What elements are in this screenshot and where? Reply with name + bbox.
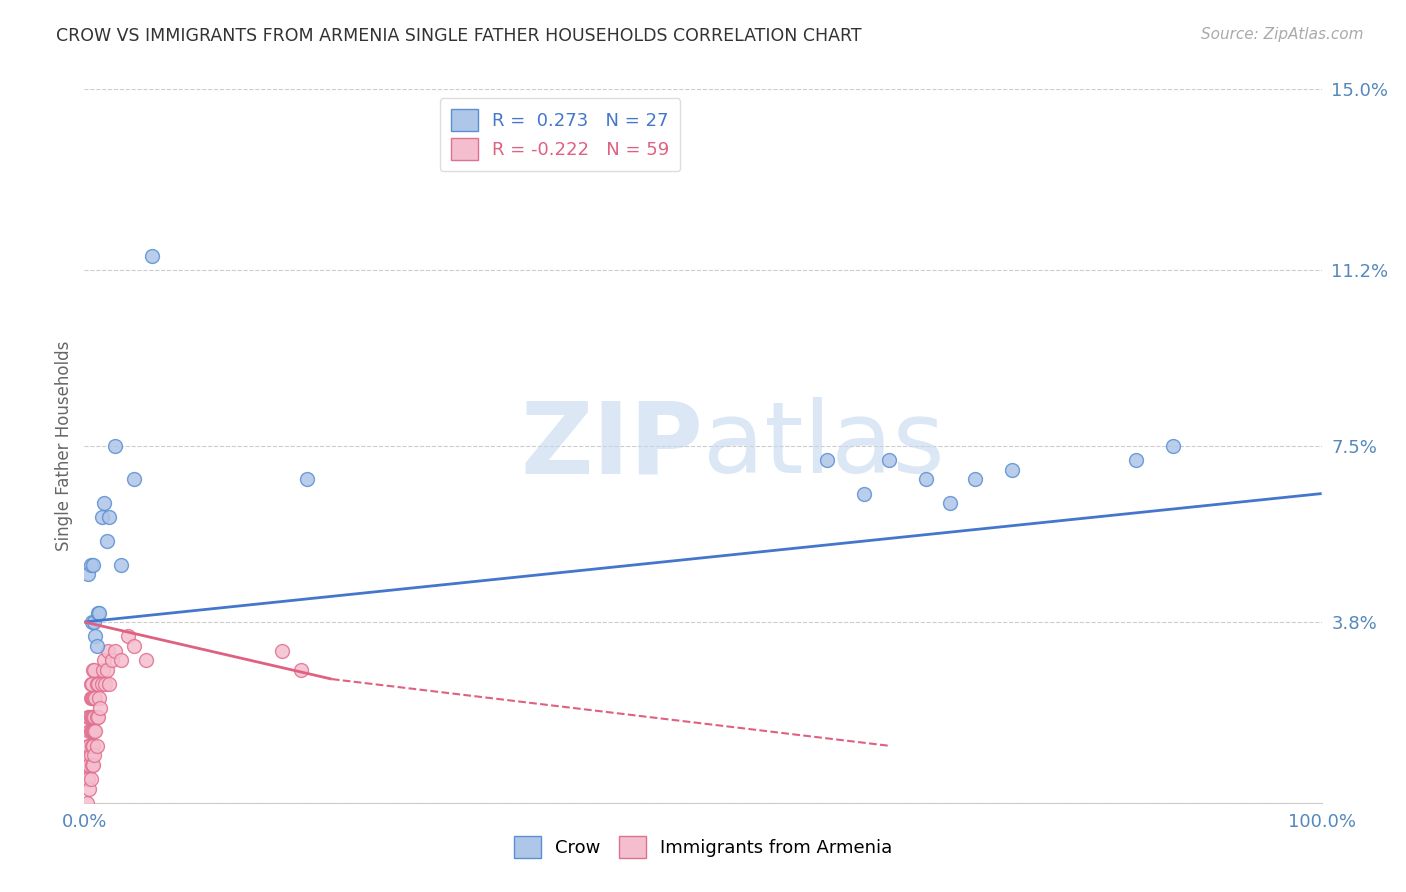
Point [83,691,105,706]
Point [77,567,100,582]
Point [83,748,105,763]
Point [96,663,118,677]
Point [82,724,104,739]
Point [914,472,936,486]
Point [80,757,103,772]
Point [89,691,111,706]
Point [110,653,132,667]
Point [84,691,107,706]
Point [79,710,101,724]
Point [877,453,900,467]
Point [75,772,97,786]
Point [295,472,318,486]
Point [93,653,115,667]
Point [82,757,104,772]
Point [110,558,132,572]
Point [90,510,112,524]
Point [98,677,121,691]
Point [82,558,104,572]
Point [86,710,108,724]
Point [77,739,100,753]
Point [76,796,98,810]
Point [86,739,108,753]
Text: atlas: atlas [703,398,945,494]
Point [79,724,101,739]
Point [141,249,163,263]
Point [79,724,101,739]
Point [79,558,101,572]
Text: ZIP: ZIP [520,398,703,494]
Point [98,510,121,524]
Point [77,748,100,763]
Text: Source: ZipAtlas.com: Source: ZipAtlas.com [1201,27,1364,42]
Point [77,772,100,786]
Point [86,677,108,691]
Point [89,700,111,714]
Point [79,757,101,772]
Point [91,663,114,677]
Point [97,643,120,657]
Point [939,496,962,510]
Point [104,439,127,453]
Point [80,615,103,629]
Point [80,724,103,739]
Point [82,710,104,724]
Point [94,677,117,691]
Point [86,639,108,653]
Point [290,663,312,677]
Point [87,606,110,620]
Point [83,710,105,724]
Point [1161,439,1184,453]
Point [79,677,101,691]
Point [83,663,105,677]
Point [117,629,139,643]
Point [79,739,101,753]
Point [122,472,145,486]
Point [79,710,101,724]
Point [87,677,110,691]
Point [83,615,105,629]
Point [122,639,145,653]
Y-axis label: Single Father Households: Single Father Households [55,341,73,551]
Point [100,653,122,667]
Point [135,653,157,667]
Text: CROW VS IMMIGRANTS FROM ARMENIA SINGLE FATHER HOUSEHOLDS CORRELATION CHART: CROW VS IMMIGRANTS FROM ARMENIA SINGLE F… [56,27,862,45]
Point [79,772,101,786]
Point [79,748,101,763]
Point [80,677,103,691]
Point [82,691,104,706]
Point [90,677,112,691]
Point [271,643,294,657]
Point [1125,453,1147,467]
Point [83,724,105,739]
Point [77,710,100,724]
Point [104,643,127,657]
Point [815,453,838,467]
Point [80,710,103,724]
Point [1001,463,1024,477]
Point [80,739,103,753]
Point [84,724,107,739]
Point [80,691,103,706]
Point [82,663,104,677]
Point [76,757,98,772]
Point [79,781,101,796]
Point [84,629,107,643]
Point [965,472,987,486]
Point [96,534,118,549]
Point [93,496,115,510]
Legend: Crow, Immigrants from Armenia: Crow, Immigrants from Armenia [506,829,900,865]
Point [79,691,101,706]
Point [87,710,110,724]
Point [852,486,875,500]
Point [89,606,111,620]
Point [82,739,104,753]
